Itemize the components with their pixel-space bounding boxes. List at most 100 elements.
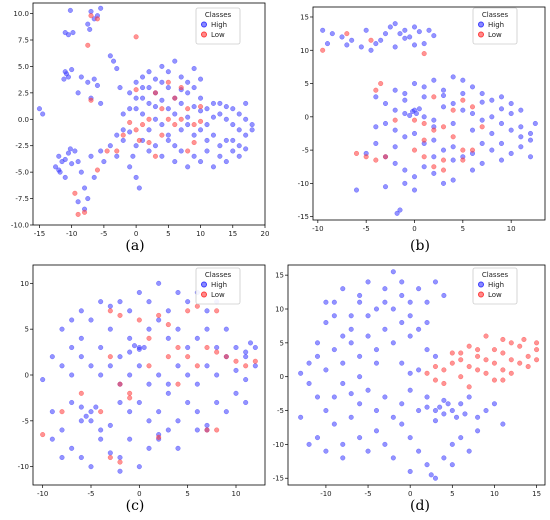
point-high	[198, 159, 204, 165]
point-low	[178, 116, 184, 122]
point-low	[500, 377, 506, 383]
point-high	[314, 394, 320, 400]
point-high	[62, 174, 68, 180]
point-high	[107, 450, 113, 456]
point-high	[402, 110, 408, 116]
point-high	[69, 445, 75, 451]
point-high	[165, 85, 171, 91]
point-high	[69, 317, 75, 323]
point-high	[204, 363, 210, 369]
point-high	[127, 349, 133, 355]
point-low	[165, 116, 171, 122]
point-low	[185, 354, 191, 360]
point-high	[223, 116, 229, 122]
point-high	[348, 414, 354, 420]
point-high	[373, 428, 379, 434]
point-low	[104, 148, 110, 154]
y-tick-label: 0	[305, 113, 309, 121]
point-high	[470, 84, 476, 90]
point-high	[416, 448, 422, 454]
point-high	[378, 37, 384, 43]
point-high	[107, 326, 113, 332]
x-tick-label: 20	[261, 230, 270, 238]
point-low	[223, 354, 229, 360]
point-low	[534, 347, 540, 353]
point-high	[397, 207, 403, 213]
point-high	[214, 372, 220, 378]
point-high	[441, 397, 447, 403]
y-tick-label: 5	[280, 339, 284, 347]
point-high	[107, 143, 113, 149]
y-tick-label: 10	[275, 306, 284, 314]
point-high	[500, 421, 506, 427]
legend-marker-low	[201, 291, 207, 298]
point-high	[88, 317, 94, 323]
point-high	[460, 107, 466, 113]
point-low	[431, 164, 437, 170]
point-low	[204, 345, 210, 351]
point-high	[431, 33, 437, 39]
point-low	[172, 95, 178, 101]
point-low	[475, 347, 481, 353]
x-tick-label: -10	[312, 225, 323, 233]
x-tick-label: -5	[100, 230, 107, 238]
point-high	[432, 418, 438, 424]
point-high	[344, 42, 350, 48]
point-high	[146, 69, 152, 75]
legend-label-high: High	[211, 21, 227, 29]
point-low	[460, 157, 466, 163]
point-low	[82, 209, 88, 215]
point-high	[460, 91, 466, 97]
point-low	[136, 317, 142, 323]
point-low	[441, 157, 447, 163]
point-high	[156, 372, 162, 378]
point-high	[432, 408, 438, 414]
point-high	[127, 372, 133, 378]
point-high	[198, 95, 204, 101]
point-high	[49, 436, 55, 442]
point-high	[175, 290, 181, 296]
point-high	[185, 79, 191, 85]
point-high	[159, 122, 165, 128]
point-high	[165, 69, 171, 75]
point-low	[368, 37, 374, 43]
point-high	[223, 159, 229, 165]
point-high	[56, 153, 62, 159]
point-high	[165, 132, 171, 138]
point-low	[460, 97, 466, 103]
point-high	[407, 333, 413, 339]
point-high	[98, 299, 104, 305]
point-high	[402, 97, 408, 103]
point-high	[243, 400, 249, 406]
point-high	[528, 130, 534, 136]
point-low	[185, 308, 191, 314]
point-low	[508, 357, 514, 363]
x-tick-label: -15	[34, 230, 45, 238]
point-high	[499, 157, 505, 163]
point-high	[410, 109, 416, 115]
point-high	[146, 299, 152, 305]
y-tick-label: 5	[305, 80, 309, 88]
scatter-panel-c: -10 -5 0 5 10 -10 -5 0 5 10 Classes High Low (c)	[18, 264, 266, 514]
point-high	[252, 345, 258, 351]
point-high	[127, 335, 133, 341]
x-tick-label: -10	[320, 490, 331, 498]
point-low	[127, 395, 133, 401]
point-high	[175, 418, 181, 424]
point-high	[421, 94, 427, 100]
point-low	[466, 364, 472, 370]
y-tick-label: -2.5	[15, 142, 29, 150]
point-high	[390, 306, 396, 312]
point-high	[499, 94, 505, 100]
point-high	[78, 308, 84, 314]
point-high	[204, 422, 210, 428]
y-tick-label: -7.5	[15, 195, 29, 203]
x-tick-label: 10	[232, 490, 241, 498]
point-high	[87, 26, 93, 32]
point-high	[470, 127, 476, 133]
legend-title: Classes	[205, 271, 232, 279]
point-high	[146, 100, 152, 106]
y-tick-label: 0.0	[18, 116, 29, 124]
point-high	[357, 435, 363, 441]
point-low	[441, 167, 447, 173]
